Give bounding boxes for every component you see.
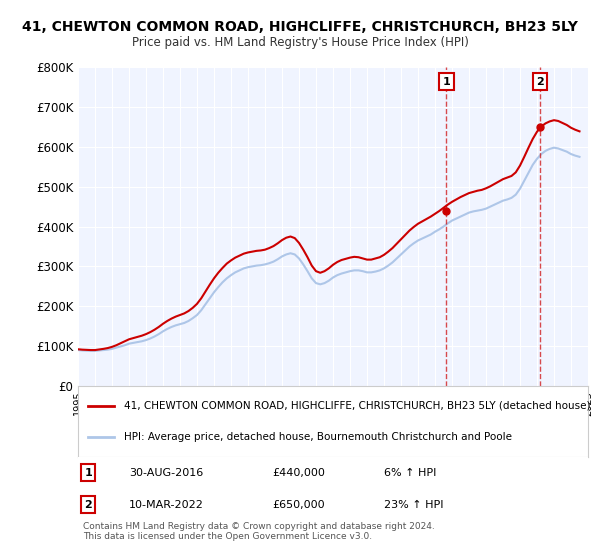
Text: HPI: Average price, detached house, Bournemouth Christchurch and Poole: HPI: Average price, detached house, Bour… <box>124 432 512 442</box>
Text: 41, CHEWTON COMMON ROAD, HIGHCLIFFE, CHRISTCHURCH, BH23 5LY (detached house): 41, CHEWTON COMMON ROAD, HIGHCLIFFE, CHR… <box>124 401 590 410</box>
Text: 23% ↑ HPI: 23% ↑ HPI <box>384 500 443 510</box>
Text: Price paid vs. HM Land Registry's House Price Index (HPI): Price paid vs. HM Land Registry's House … <box>131 36 469 49</box>
Text: £650,000: £650,000 <box>272 500 325 510</box>
Text: Contains HM Land Registry data © Crown copyright and database right 2024.
This d: Contains HM Land Registry data © Crown c… <box>83 522 435 542</box>
Text: 2: 2 <box>85 500 92 510</box>
Text: 2: 2 <box>536 77 544 87</box>
Text: 30-AUG-2016: 30-AUG-2016 <box>129 468 203 478</box>
Text: 10-MAR-2022: 10-MAR-2022 <box>129 500 204 510</box>
Text: 41, CHEWTON COMMON ROAD, HIGHCLIFFE, CHRISTCHURCH, BH23 5LY: 41, CHEWTON COMMON ROAD, HIGHCLIFFE, CHR… <box>22 20 578 34</box>
Text: 6% ↑ HPI: 6% ↑ HPI <box>384 468 436 478</box>
Text: 1: 1 <box>443 77 450 87</box>
Text: £440,000: £440,000 <box>272 468 325 478</box>
Text: 1: 1 <box>85 468 92 478</box>
